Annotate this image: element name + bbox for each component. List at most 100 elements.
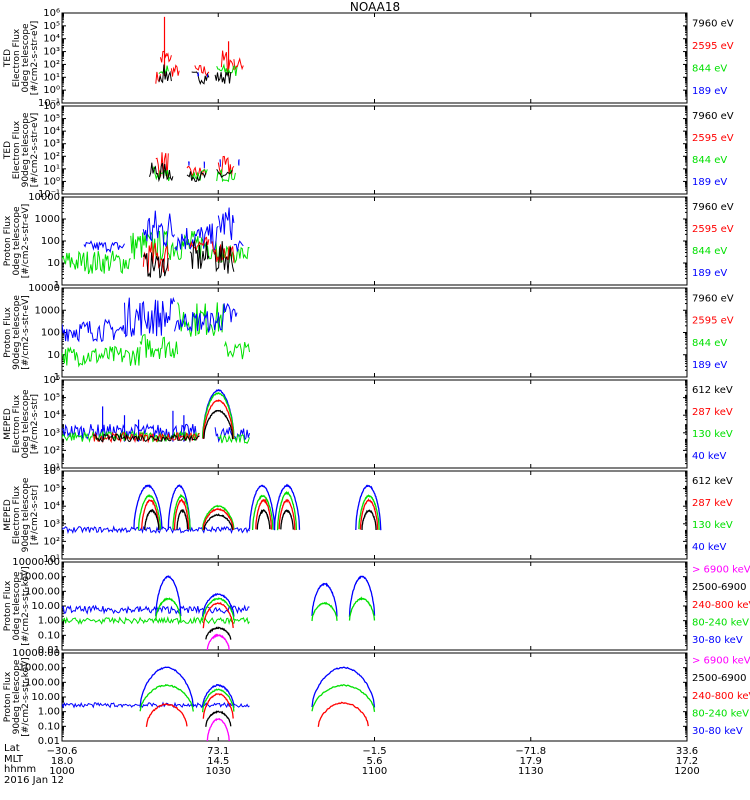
x-tick-mlt: 18.0 — [51, 756, 73, 767]
dome-black-trace — [256, 508, 271, 530]
y-tick-label: 10¹ — [43, 164, 60, 175]
hhmm-row-label: hhmm — [4, 764, 37, 775]
dome-green-trace — [358, 494, 380, 530]
dome-magenta-trace — [206, 717, 230, 741]
y-axis-label: Electron Flux — [12, 28, 22, 87]
y-axis-label: Proton Flux — [3, 580, 13, 631]
series-blue-trace — [217, 303, 238, 331]
y-tick-label: 10⁵ — [43, 484, 60, 495]
y-tick-label: 10³ — [43, 47, 60, 58]
legend-entry: 844 eV — [692, 338, 727, 349]
y-tick-label: 1000 — [35, 305, 60, 316]
dome-black-trace — [205, 710, 232, 727]
y-tick-label: 10⁻¹ — [38, 98, 60, 109]
x-tick-lat: −30.6 — [47, 746, 78, 757]
y-tick-label: 10⁵ — [43, 393, 60, 404]
x-tick-hhmm: 1200 — [674, 766, 699, 777]
series-green-trace — [152, 165, 171, 182]
x-tick-mlt: 17.9 — [520, 756, 542, 767]
series-blue-trace — [233, 240, 244, 252]
y-tick-label: 1.00 — [38, 707, 60, 718]
series-blue-trace — [62, 318, 125, 343]
x-tick-hhmm: 1030 — [206, 766, 231, 777]
series-red-trace — [166, 52, 172, 63]
y-tick-label: 10⁰ — [43, 176, 60, 187]
x-tick-lat: −71.8 — [515, 746, 546, 757]
dome-green-trace — [311, 601, 338, 622]
x-tick-hhmm: 1130 — [518, 766, 543, 777]
x-tick-hhmm: 1000 — [49, 766, 74, 777]
y-axis-label: 90deg telescope — [21, 112, 31, 187]
series-blue-trace — [238, 159, 240, 166]
series-red-trace — [92, 431, 200, 444]
dome-green-trace — [201, 504, 235, 531]
series-blue-trace — [217, 207, 235, 241]
legend-entry: 844 eV — [692, 155, 727, 166]
dome-magenta-trace — [206, 633, 230, 650]
x-tick-lat: 73.1 — [207, 746, 229, 757]
y-tick-label: 1 — [54, 280, 60, 291]
x-tick-mlt: 14.5 — [207, 756, 229, 767]
legend-entry: 612 keV — [692, 476, 733, 487]
legend-entry: 2595 eV — [692, 133, 734, 144]
series-red-trace — [211, 241, 235, 263]
panel-data — [149, 152, 240, 183]
series-green-trace — [191, 169, 208, 181]
dome-red-trace — [255, 498, 273, 530]
dome-red-trace — [359, 498, 379, 530]
y-tick-label: 10 — [47, 350, 60, 361]
panel-frame — [61, 652, 688, 742]
dome-black-trace — [280, 509, 294, 530]
dome-blue-trace — [167, 484, 191, 530]
y-tick-label: 10 — [47, 258, 60, 269]
y-tick-label: 100 — [41, 236, 60, 247]
dome-black-trace — [361, 509, 377, 531]
y-tick-label: 100 — [41, 328, 60, 339]
y-tick-label: 10.00 — [31, 692, 60, 703]
panel-data — [62, 666, 376, 741]
legend-entry: 7960 eV — [692, 293, 734, 304]
y-axis-label: TED — [3, 49, 13, 68]
legend-entry: 2500-6900 — [692, 673, 747, 684]
dome-blue-trace — [133, 484, 163, 530]
y-tick-label: 100.00 — [25, 586, 60, 597]
legend-entry: 287 keV — [692, 498, 733, 509]
series-blue-trace — [142, 210, 175, 247]
dome-black-trace — [205, 626, 232, 640]
panel-data — [62, 207, 250, 279]
y-axis-label: Electron Flux — [12, 394, 22, 453]
y-axis-label: [#/cm2-s-str-eV] — [30, 113, 40, 188]
y-tick-label: 10¹ — [43, 554, 60, 565]
x-tick-lat: 33.6 — [676, 746, 698, 757]
y-tick-label: 10⁶ — [43, 375, 60, 386]
dome-red-trace — [145, 703, 188, 728]
y-tick-label: 10² — [43, 59, 60, 70]
legend-entry: 189 eV — [692, 177, 727, 188]
y-tick-label: 10³ — [43, 428, 60, 439]
y-tick-label: 10⁻¹ — [38, 189, 60, 200]
dome-green-trace — [139, 683, 194, 712]
y-axis-label: 90deg telescope — [21, 477, 31, 552]
panel-6: 10¹ 10² 10³ 10⁴ 10⁵ 10⁶ MEPED Electron Flux 90de… — [3, 466, 733, 565]
y-axis-label: Proton Flux — [3, 671, 13, 722]
dome-green-trace — [172, 493, 191, 530]
dome-blue-trace — [311, 582, 338, 617]
legend-entry: 240-800 keV — [692, 600, 750, 611]
series-blue-trace — [174, 311, 219, 334]
series-black-trace — [216, 169, 233, 178]
dome-blue-trace — [201, 592, 235, 617]
series-green-trace — [224, 340, 250, 360]
x-tick-lat: −1.5 — [362, 746, 386, 757]
y-axis-label: 90deg telescope — [12, 295, 22, 370]
series-green-trace — [216, 168, 236, 183]
y-axis-label: Electron Flux — [12, 120, 22, 179]
series-black-trace — [214, 241, 235, 274]
y-tick-label: 0.10 — [38, 721, 60, 732]
legend-entry: 80-240 keV — [692, 708, 749, 719]
series-blue-trace — [219, 159, 221, 167]
y-tick-label: 10⁴ — [43, 34, 60, 45]
y-axis-label: 0deg telescope — [21, 23, 31, 93]
